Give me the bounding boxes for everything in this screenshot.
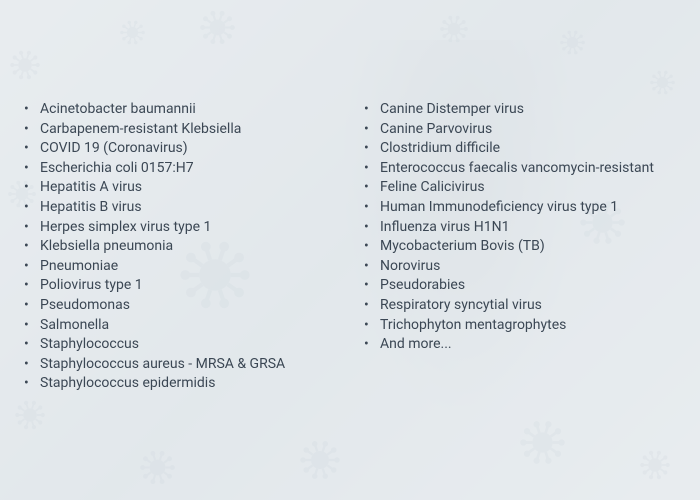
list-item: Hepatitis A virus <box>20 178 340 198</box>
list-item: Respiratory syncytial virus <box>360 296 680 316</box>
list-item: Norovirus <box>360 257 680 277</box>
list-item: Clostridium difficile <box>360 139 680 159</box>
list-item: Staphylococcus aureus - MRSA & GRSA <box>20 355 340 375</box>
list-item: Mycobacterium Bovis (TB) <box>360 237 680 257</box>
list-item: Carbapenem-resistant Klebsiella <box>20 120 340 140</box>
list-item: Escherichia coli 0157:H7 <box>20 159 340 179</box>
list-item: Human Immunodeficiency virus type 1 <box>360 198 680 218</box>
list-item: Acinetobacter baumannii <box>20 100 340 120</box>
list-item: Influenza virus H1N1 <box>360 218 680 238</box>
right-column: Canine Distemper virusCanine ParvovirusC… <box>360 100 680 394</box>
list-item: COVID 19 (Coronavirus) <box>20 139 340 159</box>
list-item: Trichophyton mentagrophytes <box>360 316 680 336</box>
pathogen-list-left: Acinetobacter baumanniiCarbapenem-resist… <box>20 100 340 394</box>
list-item: Staphylococcus <box>20 335 340 355</box>
list-item: Enterococcus faecalis vancomycin-resista… <box>360 159 680 179</box>
list-item: Salmonella <box>20 316 340 336</box>
list-item: Pneumoniae <box>20 257 340 277</box>
left-column: Acinetobacter baumanniiCarbapenem-resist… <box>20 100 340 394</box>
list-item: Herpes simplex virus type 1 <box>20 218 340 238</box>
list-item: Klebsiella pneumonia <box>20 237 340 257</box>
list-item: Poliovirus type 1 <box>20 276 340 296</box>
list-item: And more... <box>360 335 680 355</box>
list-item: Pseudorabies <box>360 276 680 296</box>
list-item: Staphylococcus epidermidis <box>20 374 340 394</box>
pathogen-list-container: Acinetobacter baumanniiCarbapenem-resist… <box>0 0 700 414</box>
list-item: Pseudomonas <box>20 296 340 316</box>
list-item: Feline Calicivirus <box>360 178 680 198</box>
list-item: Hepatitis B virus <box>20 198 340 218</box>
list-item: Canine Distemper virus <box>360 100 680 120</box>
list-item: Canine Parvovirus <box>360 120 680 140</box>
pathogen-list-right: Canine Distemper virusCanine ParvovirusC… <box>360 100 680 355</box>
